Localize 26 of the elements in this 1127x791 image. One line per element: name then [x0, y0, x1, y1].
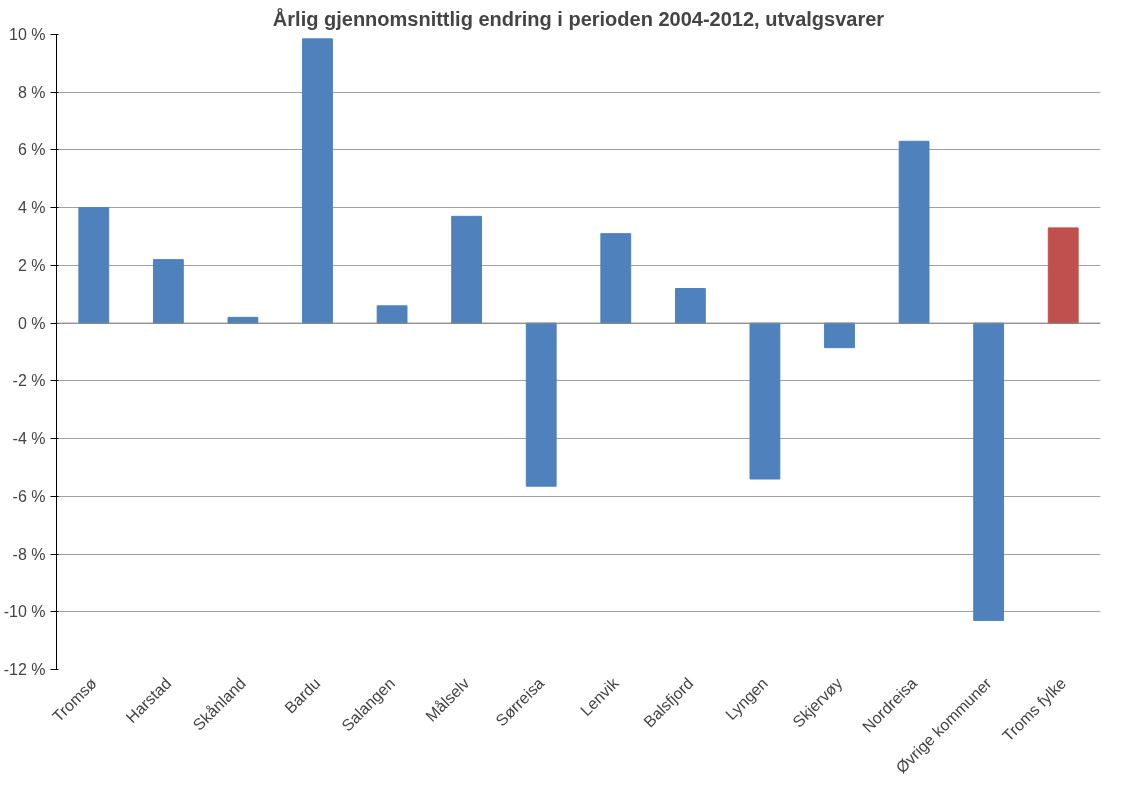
bar — [749, 322, 781, 480]
y-tick-label: 6 % — [17, 141, 46, 159]
y-tick-label: -6 % — [12, 487, 46, 505]
y-tick-label: 0 % — [17, 314, 46, 332]
bar — [898, 140, 930, 324]
bar — [674, 288, 706, 324]
bar — [600, 233, 632, 324]
y-tick-label: 2 % — [17, 256, 46, 274]
y-tick-label: -2 % — [12, 372, 46, 390]
y-tick-label: -10 % — [3, 603, 46, 621]
bar — [78, 207, 110, 324]
y-tick-label: -8 % — [12, 545, 46, 563]
bar — [302, 38, 333, 324]
y-tick-label: 10 % — [9, 26, 46, 43]
y-tick-label: -4 % — [12, 430, 46, 448]
bar — [973, 322, 1005, 621]
bar — [1047, 227, 1079, 324]
bar — [152, 259, 184, 324]
y-tick-label: -12 % — [3, 661, 46, 678]
y-tick-label: 8 % — [17, 83, 46, 101]
bar — [525, 322, 557, 487]
chart-title: Årlig gjennomsnittlig endring i perioden 2004-2012, utvalgsvarer — [272, 6, 885, 30]
bar — [451, 215, 483, 324]
bar — [376, 305, 408, 324]
bar — [824, 322, 855, 349]
y-tick-label: 4 % — [17, 199, 46, 217]
